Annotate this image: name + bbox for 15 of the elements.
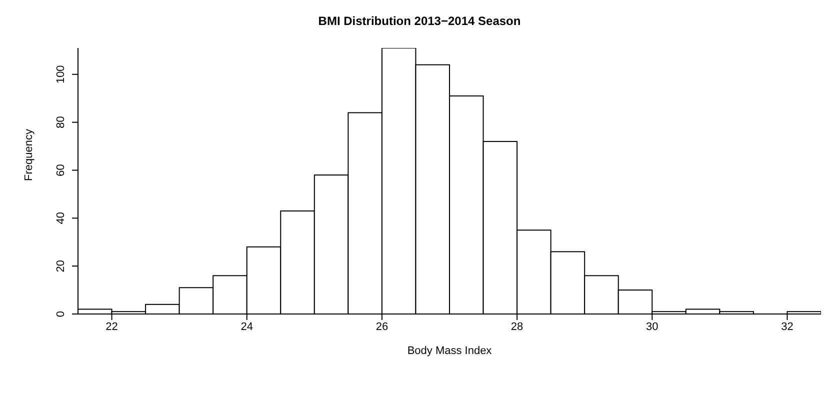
chart-title: BMI Distribution 2013−2014 Season	[317, 14, 522, 28]
y-tick-label: 0	[55, 310, 67, 318]
x-tick-label: 32	[781, 320, 794, 333]
y-tick-label: 40	[55, 212, 67, 224]
y-tick-label: 80	[55, 116, 67, 128]
x-tick-label: 22	[106, 320, 118, 333]
y-tick-label: 60	[55, 164, 67, 176]
y-tick-label: 20	[55, 260, 67, 272]
y-axis-title: Frequency	[22, 128, 35, 181]
x-axis-title: Body Mass Index	[407, 345, 492, 357]
x-tick-label: 26	[376, 320, 388, 333]
x-tick-label: 24	[240, 320, 253, 333]
x-tick-label: 28	[510, 320, 524, 333]
x-tick-label: 30	[646, 320, 658, 333]
y-tick-label: 100	[55, 65, 67, 84]
